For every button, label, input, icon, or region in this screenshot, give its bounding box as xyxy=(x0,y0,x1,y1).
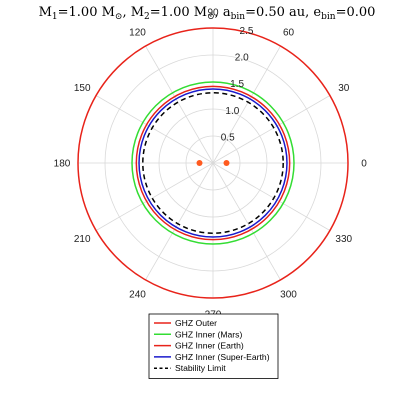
angular-gridline xyxy=(95,95,214,164)
radial-tick-label: 1.0 xyxy=(225,106,239,117)
angular-gridline xyxy=(212,95,331,164)
angular-tick-label: 150 xyxy=(74,83,91,94)
legend-label: GHZ Inner (Super-Earth) xyxy=(175,352,270,362)
angular-tick-label: 90 xyxy=(207,8,219,19)
legend-label: GHZ Inner (Earth) xyxy=(175,341,244,351)
chart-title: M1=1.00 M⊙, M2=1.00 M⊙, abin=0.50 au, eb… xyxy=(39,5,376,22)
radial-tick-label: 2.5 xyxy=(239,26,253,37)
angular-gridline xyxy=(95,162,214,231)
angular-gridline xyxy=(212,45,281,164)
legend-label: GHZ Outer xyxy=(175,318,217,328)
star-point xyxy=(196,160,203,166)
tick-labels-group: 03060901201501802102402703003300.51.01.5… xyxy=(54,8,368,321)
angular-tick-label: 330 xyxy=(335,234,352,245)
angular-tick-label: 210 xyxy=(74,234,91,245)
series-line xyxy=(138,88,288,238)
series-line xyxy=(77,27,349,299)
series-group xyxy=(77,27,349,299)
series-line xyxy=(131,81,295,245)
angular-tick-label: 240 xyxy=(129,289,146,300)
radial-tick-label: 1.5 xyxy=(230,79,244,90)
angular-tick-label: 300 xyxy=(280,289,297,300)
angular-gridline xyxy=(212,162,281,281)
angular-tick-label: 0 xyxy=(361,159,367,170)
stars-group xyxy=(196,160,230,166)
legend-label: GHZ Inner (Mars) xyxy=(175,329,242,339)
angular-gridline xyxy=(145,45,214,164)
legend-label: Stability Limit xyxy=(175,363,226,373)
series-line xyxy=(135,85,291,241)
angular-tick-label: 30 xyxy=(338,83,350,94)
radial-tick-label: 0.5 xyxy=(221,132,235,143)
angular-tick-label: 180 xyxy=(54,159,71,170)
polar-grid xyxy=(77,27,349,299)
radial-tick-label: 2.0 xyxy=(235,53,249,64)
star-point xyxy=(223,160,230,166)
angular-gridline xyxy=(145,162,214,281)
angular-gridline xyxy=(212,162,331,231)
angular-tick-label: 60 xyxy=(283,28,295,39)
series-line xyxy=(142,92,284,234)
angular-tick-label: 120 xyxy=(129,28,146,39)
